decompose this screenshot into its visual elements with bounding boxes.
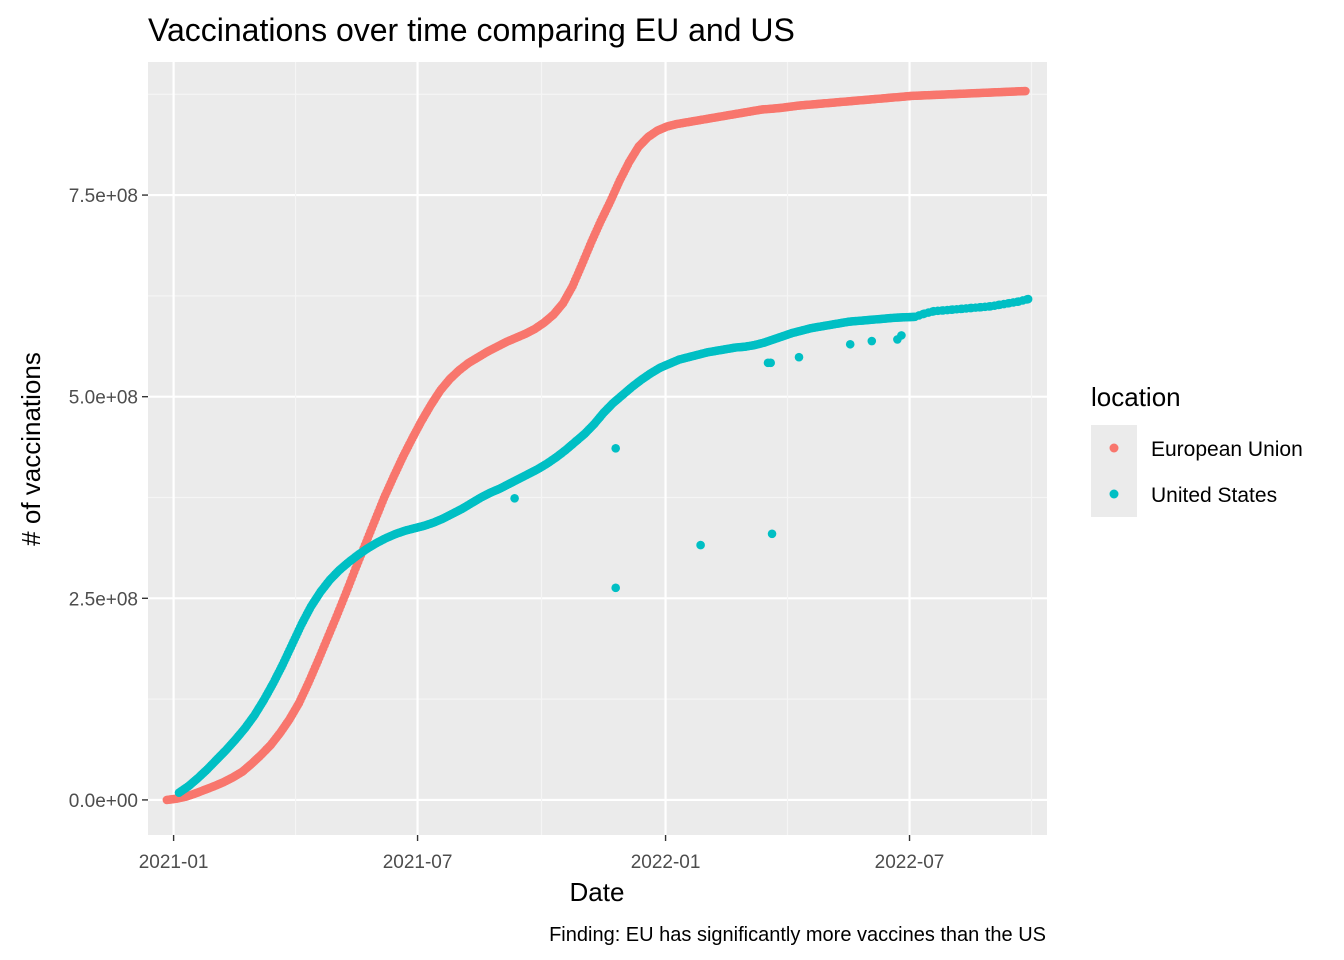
plot-panel	[148, 62, 1047, 835]
outlier-point	[611, 443, 620, 453]
legend-title: location	[1091, 382, 1181, 412]
axis-ticks: 0.0e+00 2.5e+08 5.0e+08 7.5e+08 2021-01 2021-…	[69, 186, 945, 873]
outlier-point	[696, 540, 705, 550]
x-axis-title: Date	[570, 877, 625, 907]
outlier-point	[845, 339, 855, 349]
data-point	[1021, 86, 1030, 96]
outlier-point	[611, 583, 620, 593]
x-tick-label: 2022-07	[875, 852, 945, 873]
series-united-states	[174, 294, 1033, 797]
y-tick-label: 0.0e+00	[69, 791, 138, 812]
data-point	[1023, 294, 1033, 304]
legend-symbol-eu	[1109, 443, 1119, 453]
legend: location European Union United States	[1091, 382, 1303, 517]
grid	[148, 62, 1047, 835]
x-tick-label: 2021-07	[383, 852, 453, 873]
outlier-point	[510, 493, 519, 503]
y-axis-title: # of vaccinations	[16, 352, 46, 546]
y-tick-label: 2.5e+08	[69, 589, 138, 610]
outlier-point	[767, 529, 777, 539]
outlier-point	[766, 358, 775, 368]
x-tick-label: 2022-01	[631, 852, 701, 873]
data-points	[162, 86, 1033, 805]
outlier-point	[867, 336, 877, 346]
y-tick-label: 5.0e+08	[69, 388, 138, 409]
legend-label-eu: European Union	[1151, 438, 1303, 461]
y-tick-label: 7.5e+08	[69, 186, 138, 207]
chart-caption: Finding: EU has significantly more vacci…	[549, 924, 1046, 946]
x-tick-label: 2021-01	[139, 852, 209, 873]
legend-label-us: United States	[1151, 484, 1277, 507]
outlier-point	[794, 352, 804, 362]
legend-symbol-us	[1109, 489, 1119, 499]
outlier-point	[897, 331, 906, 340]
chart-title: Vaccinations over time comparing EU and …	[148, 12, 795, 48]
